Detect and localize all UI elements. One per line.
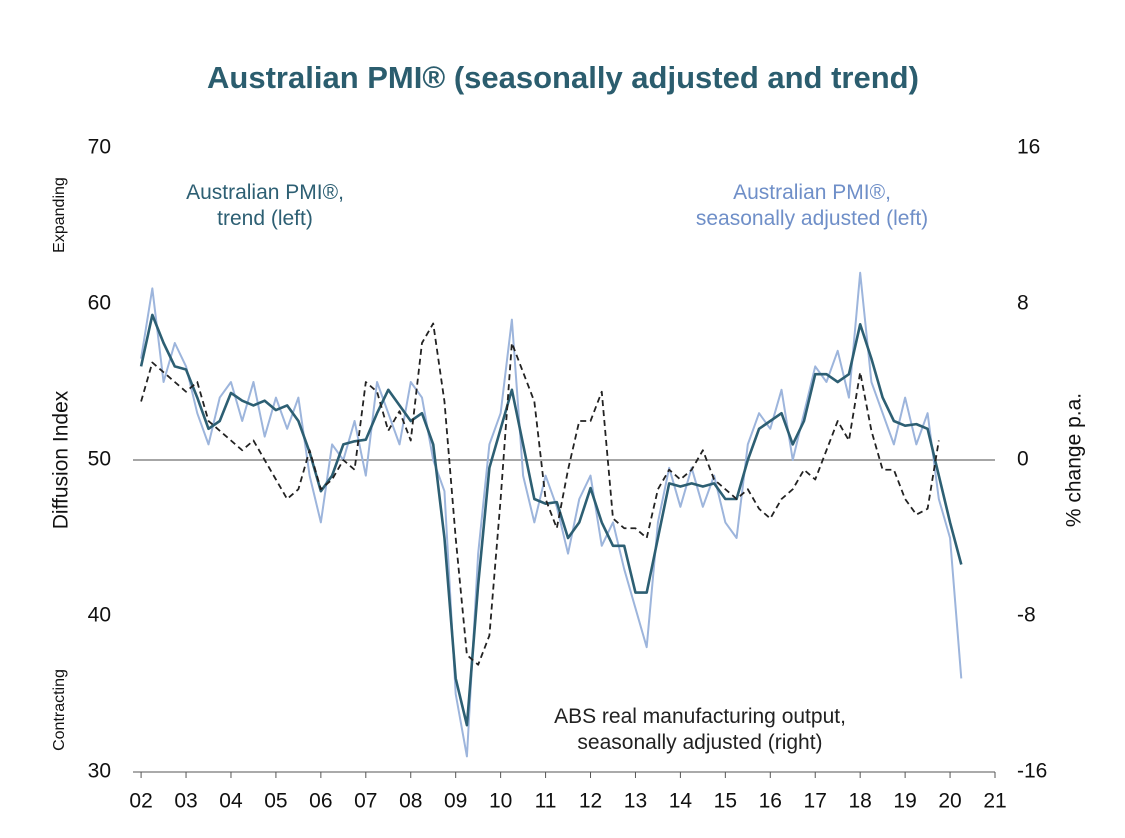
x-tick-label: 21 (983, 790, 1006, 813)
x-tick-label: 17 (804, 790, 827, 813)
y2-tick-label: 8 (1017, 292, 1029, 315)
x-tick-label: 10 (489, 790, 512, 813)
contracting-label: Contracting (51, 669, 68, 751)
x-tick-label: 11 (535, 790, 557, 813)
series-line (140, 322, 940, 666)
x-tick-label: 09 (444, 790, 467, 813)
y2-tick-label: -16 (1017, 760, 1047, 783)
x-tick-label: 03 (174, 790, 197, 813)
x-tick-label: 18 (848, 790, 871, 813)
y2-tick-label: -8 (1017, 604, 1036, 627)
x-tick-label: 12 (579, 790, 602, 813)
x-tick-label: 05 (264, 790, 287, 813)
trend-label: Australian PMI®, trend (left) (186, 181, 344, 230)
x-tick-label: 13 (624, 790, 647, 813)
y2-axis-label: % change p.a. (1063, 393, 1086, 527)
y-axis-label: Diffusion Index (50, 390, 73, 529)
x-tick-label: 08 (399, 790, 422, 813)
x-tick-label: 04 (219, 790, 243, 813)
x-tick-label: 20 (938, 790, 961, 813)
series-line (140, 271, 963, 758)
y-tick-label: 40 (88, 604, 111, 627)
x-tick-label: 16 (759, 790, 782, 813)
x-tick-label: 07 (354, 790, 377, 813)
x-tick-label: 19 (893, 790, 916, 813)
y-tick-label: 60 (88, 292, 111, 315)
y-tick-label: 70 (88, 136, 111, 159)
y2-tick-label: 0 (1017, 448, 1029, 471)
sa-label: Australian PMI®, seasonally adjusted (le… (695, 181, 929, 230)
y-tick-label: 50 (88, 448, 111, 471)
x-tick-label: 14 (669, 790, 693, 813)
chart-title: Australian PMI® (seasonally adjusted and… (207, 60, 919, 95)
abs-label: ABS real manufacturing output, seasonall… (554, 705, 846, 754)
x-tick-label: 02 (129, 790, 152, 813)
y-tick-label: 30 (88, 760, 111, 783)
x-tick-label: 06 (309, 790, 332, 813)
x-tick-label: 15 (714, 790, 737, 813)
y2-tick-label: 16 (1017, 136, 1040, 159)
expanding-label: Expanding (51, 177, 68, 253)
series-line (139, 313, 963, 727)
